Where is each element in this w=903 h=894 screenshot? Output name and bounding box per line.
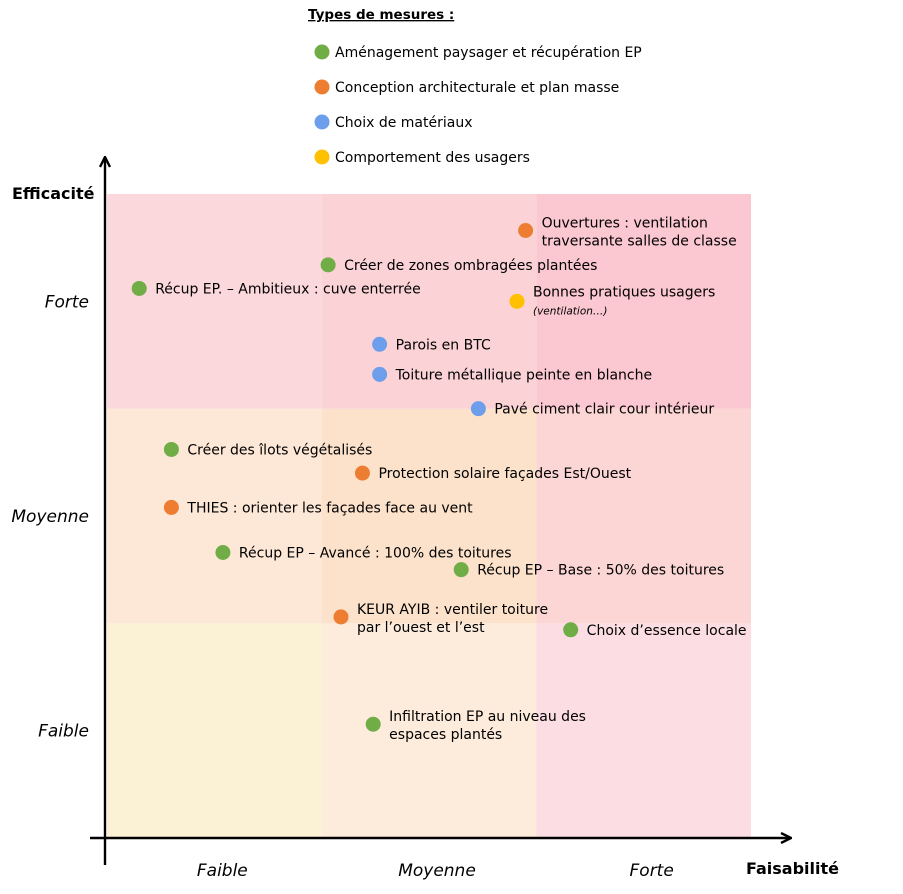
legend-label-materials: Choix de matériaux bbox=[335, 115, 473, 131]
point-marker-materials bbox=[470, 401, 486, 417]
point-marker-landscape bbox=[320, 257, 336, 273]
x-tick-forte: Forte bbox=[630, 861, 674, 881]
data-point: KEUR AYIB : ventiler toiture par l’ouest … bbox=[333, 602, 548, 636]
y-tick-faible: Faible bbox=[38, 722, 89, 742]
legend-title: Types de mesures : bbox=[308, 7, 454, 23]
point-label: Créer de zones ombragées plantées bbox=[344, 258, 597, 274]
data-point: Créer des îlots végétalisés bbox=[163, 441, 372, 458]
zone-faible-moyenne bbox=[321, 623, 537, 838]
y-tick-forte: Forte bbox=[45, 292, 89, 312]
point-marker-landscape bbox=[563, 622, 579, 638]
x-tick-moyenne: Moyenne bbox=[398, 861, 476, 881]
zone-moyenne-moyenne bbox=[321, 408, 537, 624]
point-sublabel: (ventilation…) bbox=[533, 305, 608, 317]
point-marker-behaviour bbox=[509, 293, 525, 309]
data-point: Ouvertures : ventilation traversante sall… bbox=[518, 215, 737, 249]
point-marker-architecture bbox=[333, 609, 349, 625]
point-label: KEUR AYIB : ventiler toiture bbox=[357, 602, 548, 618]
data-point: Protection solaire façades Est/Ouest bbox=[354, 465, 632, 482]
legend: Types de mesures : Aménagement paysager … bbox=[308, 7, 642, 166]
data-point: Infiltration EP au niveau des espaces pla… bbox=[365, 709, 586, 743]
legend-label-architecture: Conception architecturale et plan masse bbox=[335, 80, 619, 96]
point-label: Récup EP. – Ambitieux : cuve enterrée bbox=[155, 281, 421, 297]
zone-forte-forte bbox=[536, 194, 751, 409]
point-marker-materials bbox=[372, 366, 388, 382]
legend-marker-materials bbox=[314, 114, 330, 130]
point-label: Infiltration EP au niveau des bbox=[389, 709, 586, 725]
x-tick-labels: Faible Moyenne Forte bbox=[197, 861, 674, 881]
point-marker-landscape bbox=[365, 716, 381, 732]
zone-forte-moyenne bbox=[321, 194, 537, 409]
zone-faible-faible bbox=[107, 623, 322, 838]
data-point: Récup EP – Avancé : 100% des toitures bbox=[215, 544, 512, 561]
point-label: Parois en BTC bbox=[396, 337, 491, 353]
data-point: THIES : orienter les façades face au ven… bbox=[163, 499, 473, 516]
point-label: Bonnes pratiques usagers bbox=[533, 284, 715, 300]
point-label: Toiture métallique peinte en blanche bbox=[395, 367, 652, 383]
legend-marker-behaviour bbox=[314, 149, 330, 165]
point-label: Choix d’essence locale bbox=[587, 623, 747, 639]
point-label: Récup EP – Base : 50% des toitures bbox=[477, 563, 724, 579]
legend-marker-landscape bbox=[314, 44, 330, 60]
legend-entries: Aménagement paysager et récupération EP C… bbox=[314, 44, 642, 166]
zone-moyenne-forte bbox=[536, 408, 751, 624]
point-label: Pavé ciment clair cour intérieur bbox=[494, 402, 714, 418]
point-marker-landscape bbox=[215, 544, 231, 560]
data-point: Récup EP. – Ambitieux : cuve enterrée bbox=[131, 280, 421, 297]
x-axis-title: Faisabilité bbox=[746, 859, 839, 878]
data-point: Parois en BTC bbox=[372, 336, 491, 353]
y-tick-labels: Faible Moyenne Forte bbox=[11, 292, 89, 741]
point-marker-architecture bbox=[354, 465, 370, 481]
legend-label-behaviour: Comportement des usagers bbox=[335, 150, 530, 166]
point-label: par l’ouest et l’est bbox=[357, 620, 485, 636]
point-marker-landscape bbox=[453, 562, 469, 578]
zone-faible-forte bbox=[536, 623, 751, 838]
legend-label-landscape: Aménagement paysager et récupération EP bbox=[335, 45, 642, 61]
point-marker-architecture bbox=[163, 499, 179, 515]
point-label: Ouvertures : ventilation bbox=[542, 215, 708, 231]
data-points: Ouvertures : ventilation traversante sall… bbox=[131, 215, 747, 743]
data-point: Toiture métallique peinte en blanche bbox=[372, 366, 652, 383]
data-point: Pavé ciment clair cour intérieur bbox=[470, 401, 714, 418]
point-marker-landscape bbox=[163, 441, 179, 457]
point-label: Récup EP – Avancé : 100% des toitures bbox=[239, 545, 512, 561]
point-label: Protection solaire façades Est/Ouest bbox=[378, 466, 631, 482]
zone-moyenne-faible bbox=[107, 408, 322, 624]
point-label: THIES : orienter les façades face au ven… bbox=[186, 500, 473, 516]
point-label: espaces plantés bbox=[389, 727, 502, 743]
data-point: Bonnes pratiques usagers (ventilation…) bbox=[509, 284, 715, 317]
y-axis-title: Efficacité bbox=[12, 184, 95, 203]
x-tick-faible: Faible bbox=[197, 861, 248, 881]
legend-marker-architecture bbox=[314, 79, 330, 95]
zone-forte-faible bbox=[107, 194, 322, 409]
point-marker-materials bbox=[372, 336, 388, 352]
point-label: traversante salles de classe bbox=[542, 233, 737, 249]
data-point: Récup EP – Base : 50% des toitures bbox=[453, 562, 724, 579]
plot-zones bbox=[107, 194, 751, 838]
data-point: Créer de zones ombragées plantées bbox=[320, 257, 597, 274]
point-label: Créer des îlots végétalisés bbox=[187, 442, 372, 458]
point-marker-landscape bbox=[131, 280, 147, 296]
data-point: Choix d’essence locale bbox=[563, 622, 747, 639]
y-tick-moyenne: Moyenne bbox=[11, 507, 89, 527]
point-marker-architecture bbox=[518, 222, 534, 238]
